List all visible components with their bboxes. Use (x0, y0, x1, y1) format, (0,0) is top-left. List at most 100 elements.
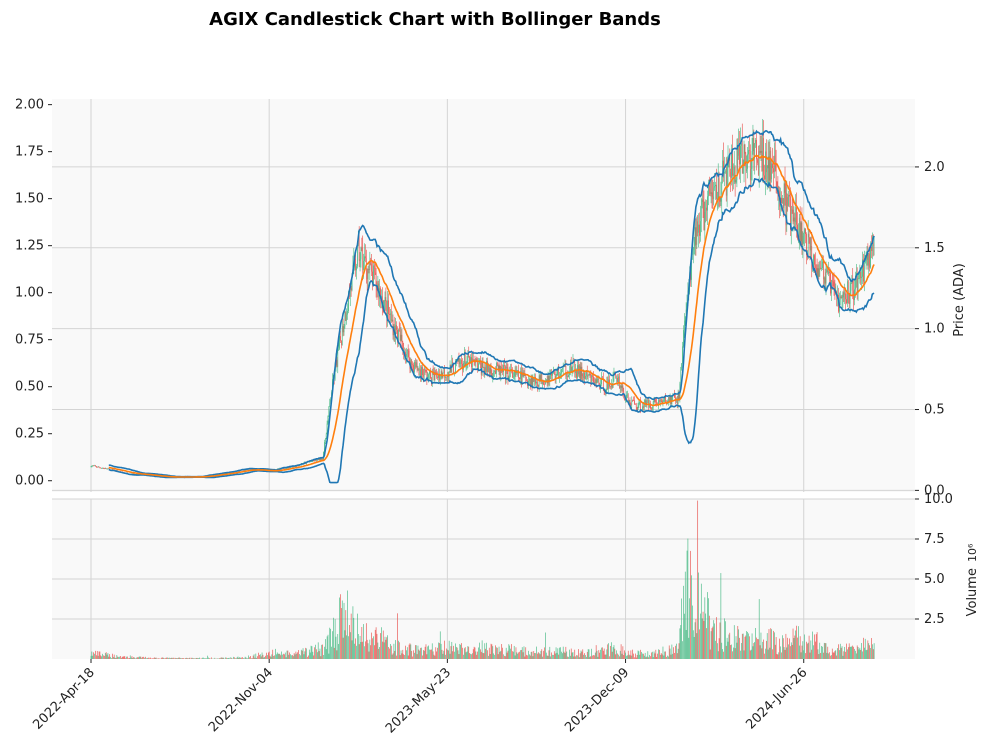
candle-body (387, 300, 388, 319)
candle-body (608, 379, 609, 389)
candle-body (97, 466, 99, 468)
candle-body (842, 292, 844, 298)
volume-tick-label: 10.0 (924, 492, 953, 507)
candle-body (581, 366, 583, 377)
candle-body (418, 369, 420, 371)
volume-bar (544, 647, 545, 659)
candle-body (843, 292, 845, 295)
candle-body (697, 221, 699, 233)
volume-bar (657, 653, 658, 659)
candle-body (865, 259, 867, 262)
volume-bar (760, 632, 762, 659)
volume-bar (637, 650, 639, 659)
volume-bar (312, 651, 314, 659)
candle-body (660, 399, 662, 401)
candle-body (656, 402, 658, 405)
volume-bar (758, 599, 760, 659)
candle-body (572, 360, 574, 368)
volume-bar (522, 652, 524, 659)
volume-bar (259, 654, 260, 659)
volume-bar (712, 626, 714, 659)
candle-body (374, 269, 376, 273)
candle-body (459, 362, 461, 365)
volume-bar (860, 649, 862, 659)
volume-bar (333, 617, 334, 659)
candle-body (389, 314, 390, 315)
volume-bar (487, 650, 488, 659)
volume-bar (121, 656, 123, 659)
candle-body (486, 361, 487, 372)
volume-bar (243, 658, 245, 659)
volume-bar (608, 643, 609, 659)
volume-bar (186, 657, 188, 659)
candle-body (316, 459, 318, 461)
volume-bar (787, 637, 789, 659)
volume-bar (512, 651, 513, 659)
candle-body (823, 277, 825, 280)
volume-bar (744, 636, 746, 659)
volume-bar (299, 654, 300, 659)
volume-bar (708, 598, 709, 659)
x-tick-label: 2023-Dec-09 (562, 665, 632, 735)
volume-bar (855, 650, 856, 659)
volume-bar (796, 625, 797, 659)
candle-body (544, 384, 545, 386)
candle-body (639, 401, 641, 402)
candle-body (796, 206, 797, 225)
volume-bar (839, 643, 841, 659)
candle-body (398, 329, 399, 342)
volume-bar (844, 646, 846, 659)
volume-bar (398, 642, 400, 659)
volume-bar (517, 653, 519, 659)
volume-bar (296, 653, 298, 659)
volume-bar (488, 655, 489, 659)
volume-bar (126, 656, 127, 659)
candle-body (341, 326, 343, 346)
volume-bar (307, 656, 308, 659)
candle-body (105, 468, 107, 470)
candle-body (370, 262, 372, 265)
volume-bar (193, 658, 194, 659)
volume-bar (460, 644, 462, 659)
volume-bar (490, 643, 492, 659)
volume-bar (768, 629, 770, 659)
volume-tick-label: 7.5 (924, 532, 945, 547)
volume-bar (798, 626, 799, 659)
volume-bar (130, 657, 132, 659)
candle-body (383, 300, 385, 310)
volume-bar (695, 619, 697, 659)
candle-body (104, 468, 105, 469)
candle-body (561, 368, 562, 374)
candle-body (616, 377, 617, 379)
volume-bar (662, 646, 664, 659)
candle-body (636, 407, 638, 410)
candle-body (517, 370, 519, 371)
candle-body (741, 143, 742, 146)
candle-body (360, 247, 362, 260)
volume-bar (269, 655, 271, 659)
candle-body (366, 271, 368, 280)
candle-body (93, 465, 94, 467)
volume-bar (539, 654, 541, 659)
volume-bar (267, 655, 268, 659)
volume-bar (464, 647, 466, 659)
candle-body (794, 217, 796, 223)
candle-body (859, 271, 861, 278)
volume-bar (481, 640, 483, 659)
volume-bar (360, 642, 362, 659)
volume-bar (447, 650, 449, 659)
volume-bar (850, 646, 852, 659)
left-tick-label: 0.00 (15, 474, 44, 489)
volume-bar (827, 646, 829, 659)
candle-body (788, 194, 789, 206)
volume-bar (749, 650, 751, 659)
candle-body (540, 373, 542, 382)
left-tick-label: 1.00 (15, 286, 44, 301)
volume-bar (142, 656, 143, 659)
volume-bar (104, 653, 106, 659)
candle-body (500, 367, 502, 376)
candle-body (634, 400, 635, 404)
volume-bar (702, 611, 704, 659)
candle-body (590, 375, 592, 383)
candle-body (861, 276, 862, 279)
